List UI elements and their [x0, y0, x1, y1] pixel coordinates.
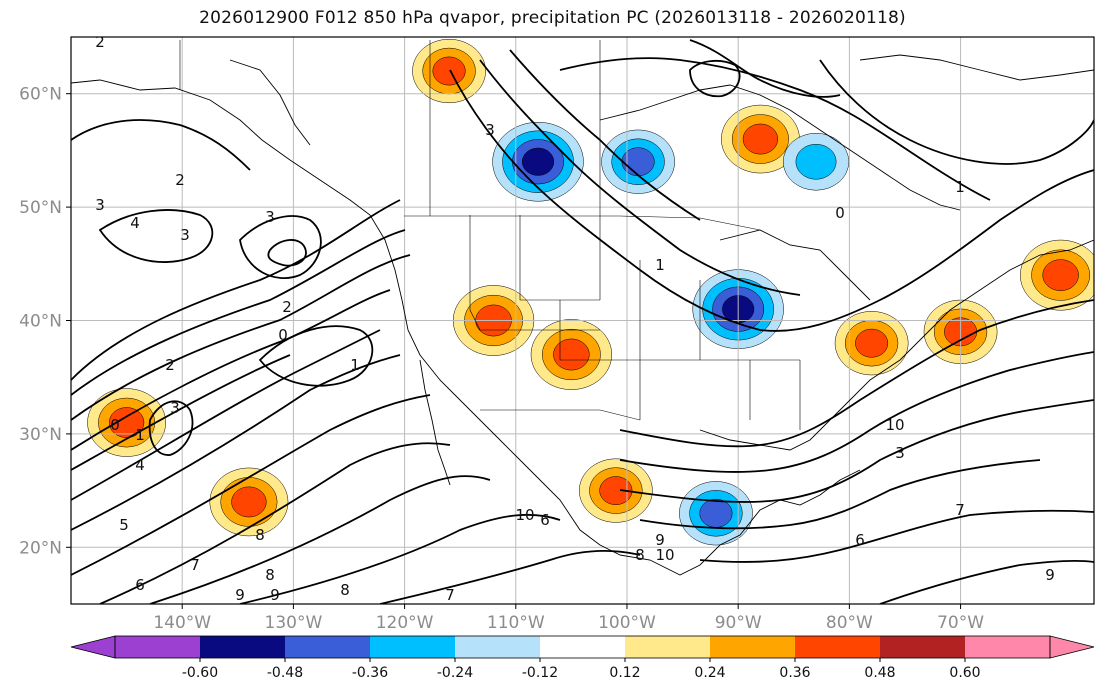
lat-tick-label: 60°N — [19, 85, 62, 105]
contour-label: 6 — [855, 531, 865, 549]
colorbar-segment — [710, 636, 796, 658]
contour-label: 3 — [895, 444, 905, 462]
lon-tick-label: 130°W — [265, 613, 323, 633]
contour-label: 3 — [180, 226, 190, 244]
contour-label: 9 — [655, 531, 665, 549]
precip-feature — [231, 486, 267, 518]
lon-tick-label: 80°W — [826, 613, 873, 633]
colorbar-tick-label: -0.36 — [352, 665, 388, 681]
qvapor-contours — [71, 39, 1094, 604]
colorbar-segment — [455, 636, 541, 658]
contour-label: 4 — [135, 456, 145, 474]
colorbar-tick-label: 0.24 — [694, 665, 725, 681]
colorbar-tick-label: -0.60 — [182, 665, 218, 681]
contour-label: 6 — [135, 576, 145, 594]
contour-label: 2 — [95, 33, 105, 51]
colorbar-segment — [880, 636, 966, 658]
colorbar-tick-label: 0.48 — [864, 665, 895, 681]
contour-label: 5 — [119, 516, 129, 534]
lon-tick-label: 110°W — [487, 613, 545, 633]
colorbar-tick-label: -0.12 — [522, 665, 558, 681]
contour-label: 2 — [175, 171, 185, 189]
colorbar-segment — [200, 636, 286, 658]
colorbar-tick-label: -0.48 — [267, 665, 303, 681]
contour-label: 3 — [95, 196, 105, 214]
contour-label: 0 — [835, 204, 845, 222]
precip-feature — [795, 143, 837, 180]
colorbar-segment — [370, 636, 456, 658]
colorbar-segment — [625, 636, 711, 658]
contour-label: 1 — [955, 178, 965, 196]
precip-feature — [553, 338, 590, 371]
precip-feature — [432, 56, 466, 86]
colorbar-segment — [795, 636, 881, 658]
lat-tick-label: 30°N — [19, 425, 62, 445]
contour-label: 3 — [170, 399, 180, 417]
contour-label: 10 — [515, 506, 534, 524]
contour-label: 8 — [255, 526, 265, 544]
lat-tick-label: 20°N — [19, 538, 62, 558]
lat-tick-label: 50°N — [19, 198, 62, 218]
contour-label: 1 — [135, 426, 145, 444]
precip-feature — [599, 476, 633, 505]
political-borders — [179, 40, 801, 430]
contour-label: 7 — [190, 556, 200, 574]
contour-label: 0 — [278, 326, 288, 344]
contour-label: 7 — [955, 501, 965, 519]
contour-label: 2 — [282, 298, 292, 316]
contour-label: 10 — [885, 416, 904, 434]
contour-label: 3 — [265, 208, 275, 226]
colorbar-extend-max — [1049, 635, 1095, 659]
lon-tick-label: 140°W — [153, 613, 211, 633]
contour-label: 8 — [340, 581, 350, 599]
lon-tick-label: 120°W — [376, 613, 434, 633]
contour-label: 9 — [1045, 566, 1055, 584]
lon-tick-label: 100°W — [598, 613, 656, 633]
contour-label: 1 — [655, 256, 665, 274]
precip-feature — [1042, 259, 1079, 291]
contour-label: 6 — [540, 511, 550, 529]
colorbar-segment — [115, 636, 201, 658]
precip-feature — [742, 123, 779, 155]
contour-label: 4 — [130, 214, 140, 232]
map-grid — [71, 37, 1094, 604]
contour-label: 7 — [445, 586, 455, 604]
lat-tick-label: 40°N — [19, 312, 62, 332]
contour-label: 8 — [635, 546, 645, 564]
precip-feature — [855, 328, 889, 358]
colorbar-segment — [285, 636, 371, 658]
colorbar-extend-min — [70, 635, 116, 659]
contour-label: 9 — [270, 586, 280, 604]
contour-label: 0 — [110, 416, 120, 434]
lon-tick-label: 70°W — [937, 613, 984, 633]
colorbar: -0.60 -0.48 -0.36 -0.24 -0.12 0.12 0.24 0.36 0.4… — [70, 635, 1095, 681]
contour-label: 8 — [265, 566, 275, 584]
colorbar-segment — [540, 636, 626, 658]
lon-tick-label: 90°W — [715, 613, 762, 633]
colorbar-tick-label: 0.36 — [779, 665, 810, 681]
colorbar-tick-label: 0.12 — [609, 665, 640, 681]
colorbar-segment — [965, 636, 1051, 658]
coastlines — [71, 54, 1094, 576]
precip-feature — [108, 407, 145, 438]
colorbar-frame — [114, 635, 1051, 659]
contour-label: 3 — [485, 121, 495, 139]
colorbar-tick-label: 0.60 — [949, 665, 980, 681]
figure-title: 2026012900 F012 850 hPa qvapor, precipit… — [199, 8, 906, 28]
contour-label: 9 — [235, 586, 245, 604]
map-axes: 60°N 50°N 40°N 30°N 20°N 140°W 130°W 120°W 110°W… — [19, 85, 984, 633]
colorbar-tick-label: -0.24 — [437, 665, 473, 681]
precip-feature — [521, 147, 555, 176]
precip-feature — [699, 498, 733, 528]
contour-label: 10 — [655, 546, 674, 564]
contour-label: 1 — [350, 356, 360, 374]
contour-label: 2 — [165, 356, 175, 374]
